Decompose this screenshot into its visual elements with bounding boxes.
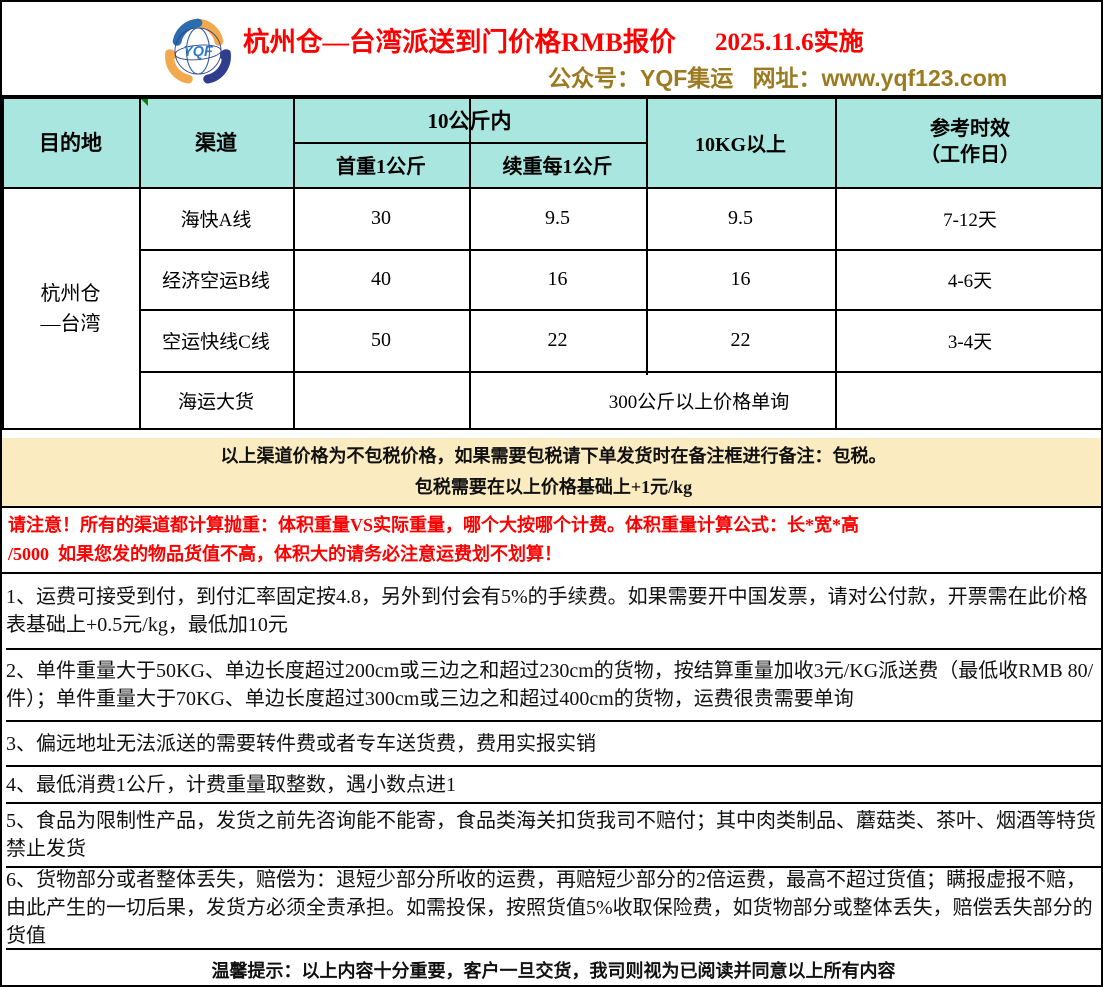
svg-text:YQF: YQF: [183, 44, 214, 60]
